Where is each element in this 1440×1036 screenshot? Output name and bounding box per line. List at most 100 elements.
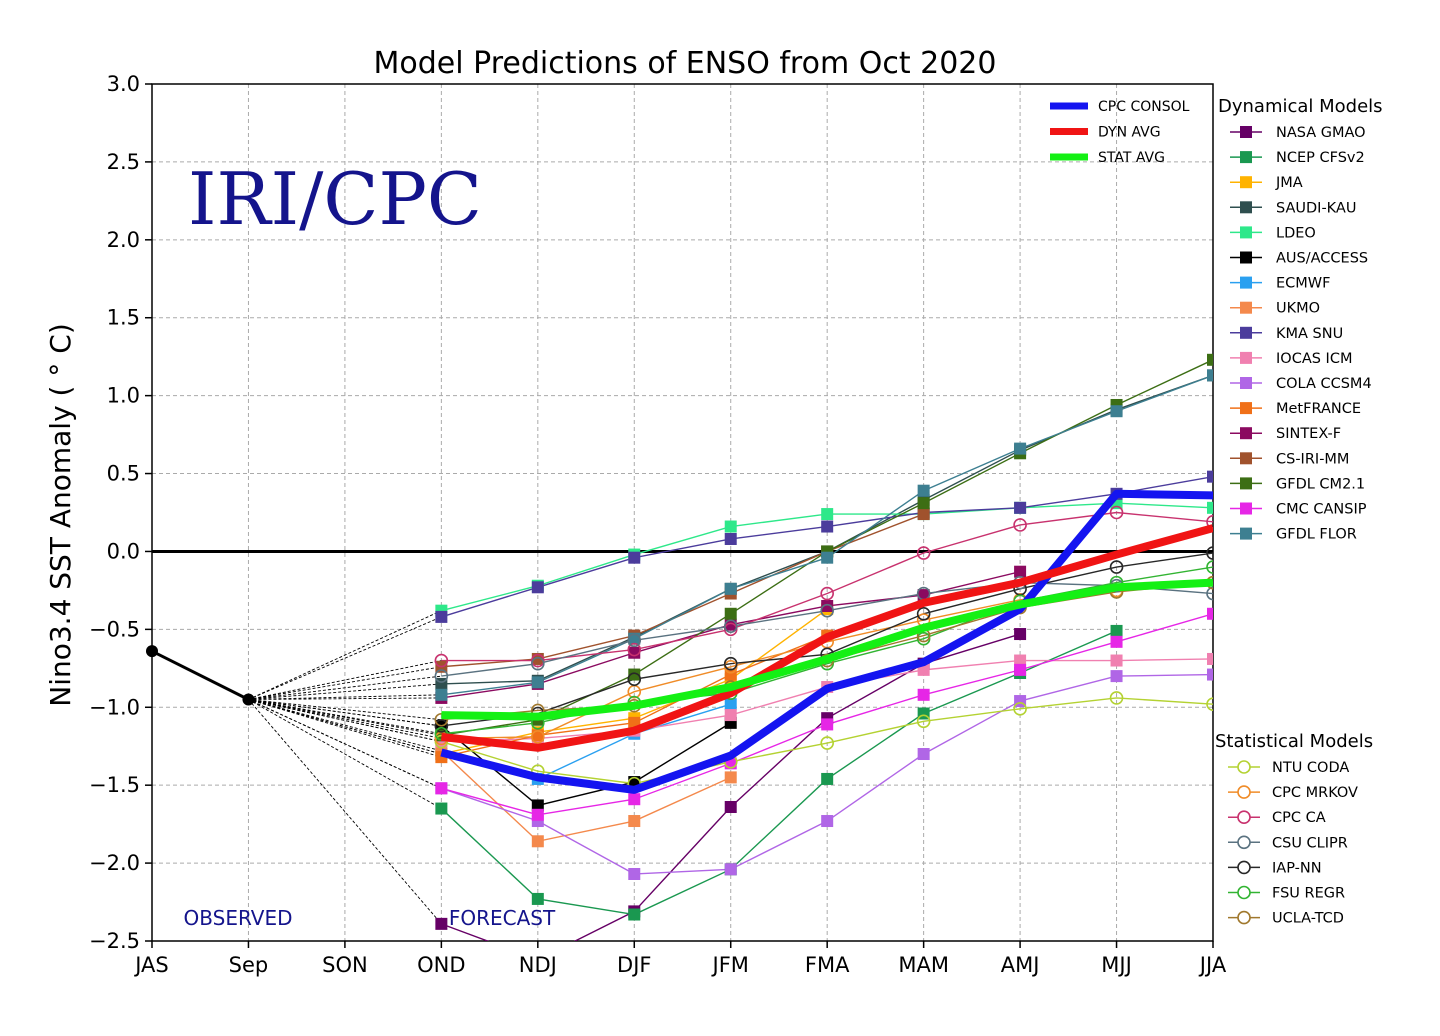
marker-kma-snu: [724, 532, 737, 545]
legend-marker-cs-iri-mm: [1240, 452, 1252, 465]
legend-label-cmc-cansip: CMC CANSIP: [1276, 502, 1367, 518]
x-tick-label: OND: [417, 953, 465, 977]
marker-sintex-f: [1014, 565, 1027, 578]
marker-cola-ccsm4: [1207, 668, 1213, 681]
y-tick-label: −1.5: [89, 773, 140, 797]
observed-line: [146, 645, 255, 706]
marker-ldeo: [1207, 501, 1213, 514]
observed-point: [242, 693, 255, 706]
connector-ldeo: [248, 610, 442, 700]
marker-ldeo: [821, 508, 834, 521]
legend-label-sintex-f: SINTEX-F: [1276, 426, 1341, 442]
marker-ntu-coda: [1013, 702, 1027, 716]
legend-marker-nasa-gmao: [1240, 126, 1252, 138]
y-tick-label: 1.0: [107, 384, 140, 408]
marker-iap-nn: [627, 672, 642, 687]
y-tick-label: 0.0: [107, 539, 140, 563]
marker-ukmo: [531, 835, 544, 848]
marker-kma-snu: [531, 581, 544, 594]
marker-ntu-coda: [916, 714, 931, 729]
connector-nasa-gmao: [248, 699, 442, 925]
marker-csu-clipr: [820, 603, 834, 618]
line-ntu-coda: [441, 697, 1213, 785]
y-tick-label: 1.5: [107, 306, 140, 330]
legend-marker-ntu-coda: [1237, 760, 1251, 774]
marker-cpc-ca: [1013, 518, 1027, 532]
marker-kma-snu: [1014, 501, 1027, 514]
legend-marker-cpc-mrkov: [1237, 785, 1251, 799]
legend-label-aus-access: AUS/ACCESS: [1276, 251, 1368, 267]
forecast-annotation: FORECAST: [449, 906, 556, 930]
x-tick-label: JAS: [133, 953, 169, 977]
marker-cmc-cansip: [531, 808, 544, 821]
marker-cpc-ca: [916, 546, 931, 560]
legend-marker-gfdl-flor: [1240, 527, 1252, 540]
legend-marker-iap-nn: [1237, 860, 1251, 875]
marker-ucla-tcd: [434, 712, 449, 727]
consensus-cpc-consol: [440, 489, 1213, 794]
legend-marker-saudi-kau: [1240, 201, 1252, 214]
marker-cpc-ca: [1109, 505, 1124, 520]
marker-csu-clipr: [723, 619, 738, 634]
marker-ntu-coda: [1206, 697, 1213, 711]
marker-gfdl-flor: [724, 582, 737, 595]
marker-iap-nn: [434, 719, 449, 733]
legend-label-metfrance: MetFRANCE: [1276, 401, 1361, 417]
legend-marker-iocas-icm: [1240, 351, 1252, 364]
marker-csu-clipr: [434, 669, 449, 683]
x-tick-label: MJJ: [1101, 953, 1132, 977]
y-tick-label: −2.5: [89, 929, 140, 953]
legend-label-cpc-consol: CPC CONSOL: [1098, 99, 1190, 115]
marker-csu-clipr: [531, 656, 545, 671]
marker-cmc-cansip: [435, 782, 448, 795]
legend-label-fsu-regr: FSU REGR: [1272, 886, 1345, 902]
x-tick-label: FMA: [805, 953, 850, 977]
marker-kma-snu: [435, 610, 448, 623]
connector-cpc-ca: [248, 660, 442, 700]
x-tick-label: DJF: [617, 953, 651, 977]
legends: CPC CONSOL DYN AVG STAT AVG Dynamical Model…: [1050, 96, 1383, 927]
marker-ldeo: [724, 520, 737, 533]
marker-cpc-mrkov: [531, 730, 545, 744]
marker-gfdl-cm2-1: [1207, 353, 1213, 366]
x-tick-label: SON: [322, 953, 368, 977]
marker-cmc-cansip: [1110, 635, 1123, 648]
x-tick-label: JJA: [1198, 953, 1227, 977]
marker-iocas-icm: [724, 709, 737, 722]
marker-cpc-ca: [1206, 515, 1213, 529]
marker-ukmo: [724, 771, 737, 784]
legend-label-cs-iri-mm: CS-IRI-MM: [1276, 451, 1349, 467]
marker-iap-nn: [723, 656, 738, 671]
marker-ncep-cfsv2: [435, 802, 448, 815]
legend-marker-ucla-tcd: [1237, 910, 1251, 925]
legend-label-ldeo: LDEO: [1276, 225, 1316, 241]
consensus-stat-avg: [441, 578, 1213, 721]
y-tick-label: 3.0: [107, 72, 140, 96]
legend-label-ecmwf: ECMWF: [1276, 276, 1330, 292]
statistical-legend-title: Statistical Models: [1215, 731, 1373, 752]
observed-point: [146, 645, 158, 658]
marker-ncep-cfsv2: [531, 892, 544, 905]
marker-cola-ccsm4: [821, 815, 834, 828]
marker-cola-ccsm4: [917, 748, 930, 761]
marker-cs-iri-mm: [917, 508, 930, 521]
legend-label-iap-nn: IAP-NN: [1272, 860, 1322, 876]
legend-label-ntu-coda: NTU CODA: [1272, 760, 1349, 776]
marker-cpc-ca: [627, 642, 642, 657]
legend-label-cpc-mrkov: CPC MRKOV: [1272, 785, 1358, 801]
legend-label-iocas-icm: IOCAS ICM: [1276, 351, 1352, 367]
legend-marker-metfrance: [1240, 402, 1252, 415]
y-axis-label: Nino3.4 SST Anomaly ( ° C): [44, 323, 77, 707]
legend-label-ucla-tcd: UCLA-TCD: [1272, 911, 1344, 927]
marker-cmc-cansip: [821, 718, 834, 731]
marker-cola-ccsm4: [1014, 695, 1027, 708]
connector-metfrance: [248, 699, 442, 758]
marker-cola-ccsm4: [1110, 670, 1123, 683]
marker-csu-clipr: [627, 633, 642, 648]
marker-sintex-f: [821, 599, 834, 612]
legend-label-dyn-avg: DYN AVG: [1098, 125, 1161, 141]
marker-cpc-ca: [434, 653, 449, 668]
marker-iocas-icm: [1014, 654, 1027, 667]
